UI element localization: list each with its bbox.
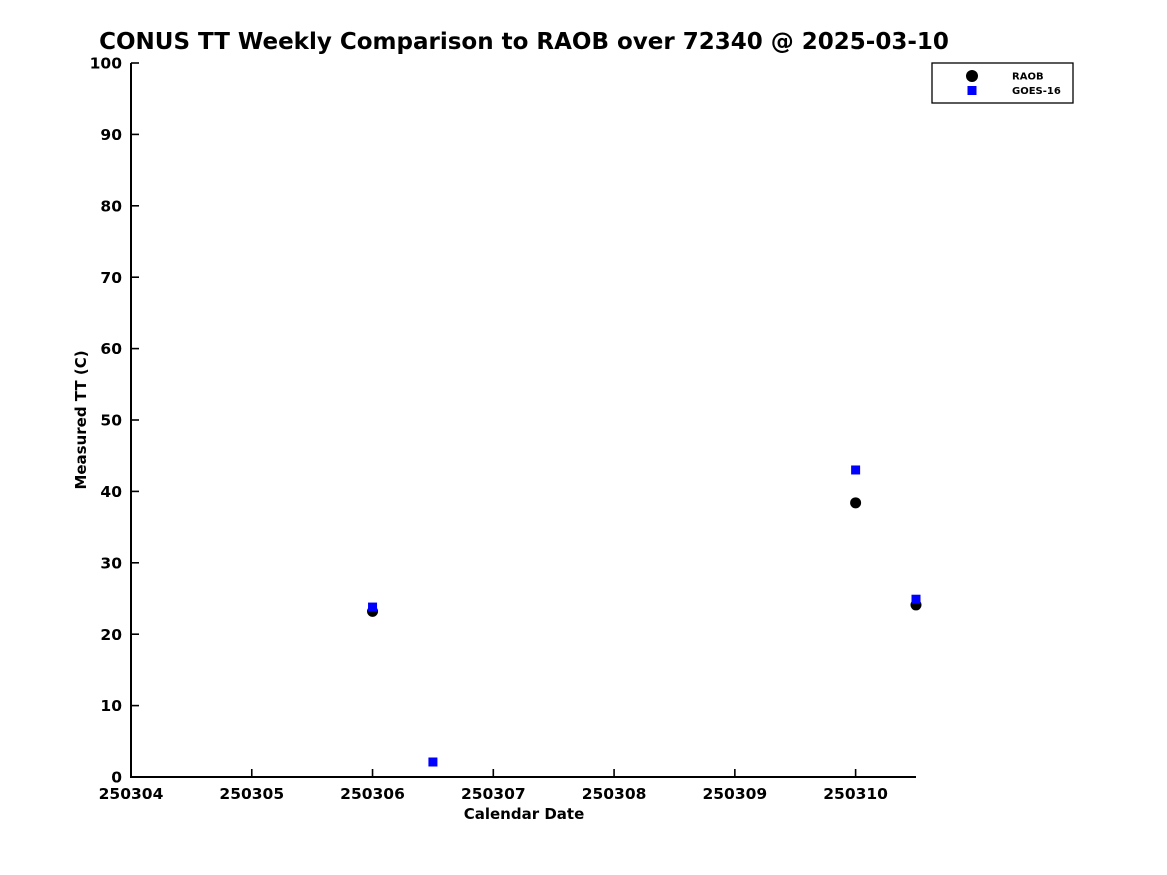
data-point-goes-16 <box>911 594 921 604</box>
y-tick-label: 0 <box>111 769 122 787</box>
x-tick-label: 250309 <box>702 785 767 803</box>
y-tick-label: 40 <box>100 483 122 501</box>
x-tick-label: 250307 <box>461 785 526 803</box>
y-tick-label: 50 <box>100 412 122 430</box>
x-tick-label: 250308 <box>582 785 647 803</box>
y-tick-label: 70 <box>100 269 122 287</box>
y-tick-label: 60 <box>100 340 122 358</box>
y-tick-label: 30 <box>100 554 122 572</box>
legend-label-raob: RAOB <box>1012 72 1044 83</box>
x-axis-label: Calendar Date <box>463 805 585 823</box>
y-tick-label: 80 <box>100 197 122 215</box>
data-point-goes-16 <box>368 602 378 612</box>
legend-marker-goes-16 <box>967 86 977 95</box>
chart-title: CONUS TT Weekly Comparison to RAOB over … <box>99 29 949 55</box>
y-tick-label: 100 <box>90 55 123 73</box>
legend-box <box>931 62 1074 104</box>
data-point-goes-16 <box>851 465 861 475</box>
y-tick-label: 90 <box>100 126 122 144</box>
data-point-goes-16 <box>428 757 438 767</box>
legend-marker-raob <box>966 70 978 82</box>
x-tick-label: 250304 <box>99 785 164 803</box>
y-tick-label: 10 <box>100 697 122 715</box>
axis-spines <box>130 63 916 778</box>
x-tick-label: 250306 <box>340 785 405 803</box>
x-tick-label: 250310 <box>823 785 888 803</box>
data-point-raob <box>850 497 862 509</box>
legend-label-goes-16: GOES-16 <box>1012 86 1061 97</box>
y-tick-label: 20 <box>100 626 122 644</box>
x-tick-label: 250305 <box>219 785 284 803</box>
